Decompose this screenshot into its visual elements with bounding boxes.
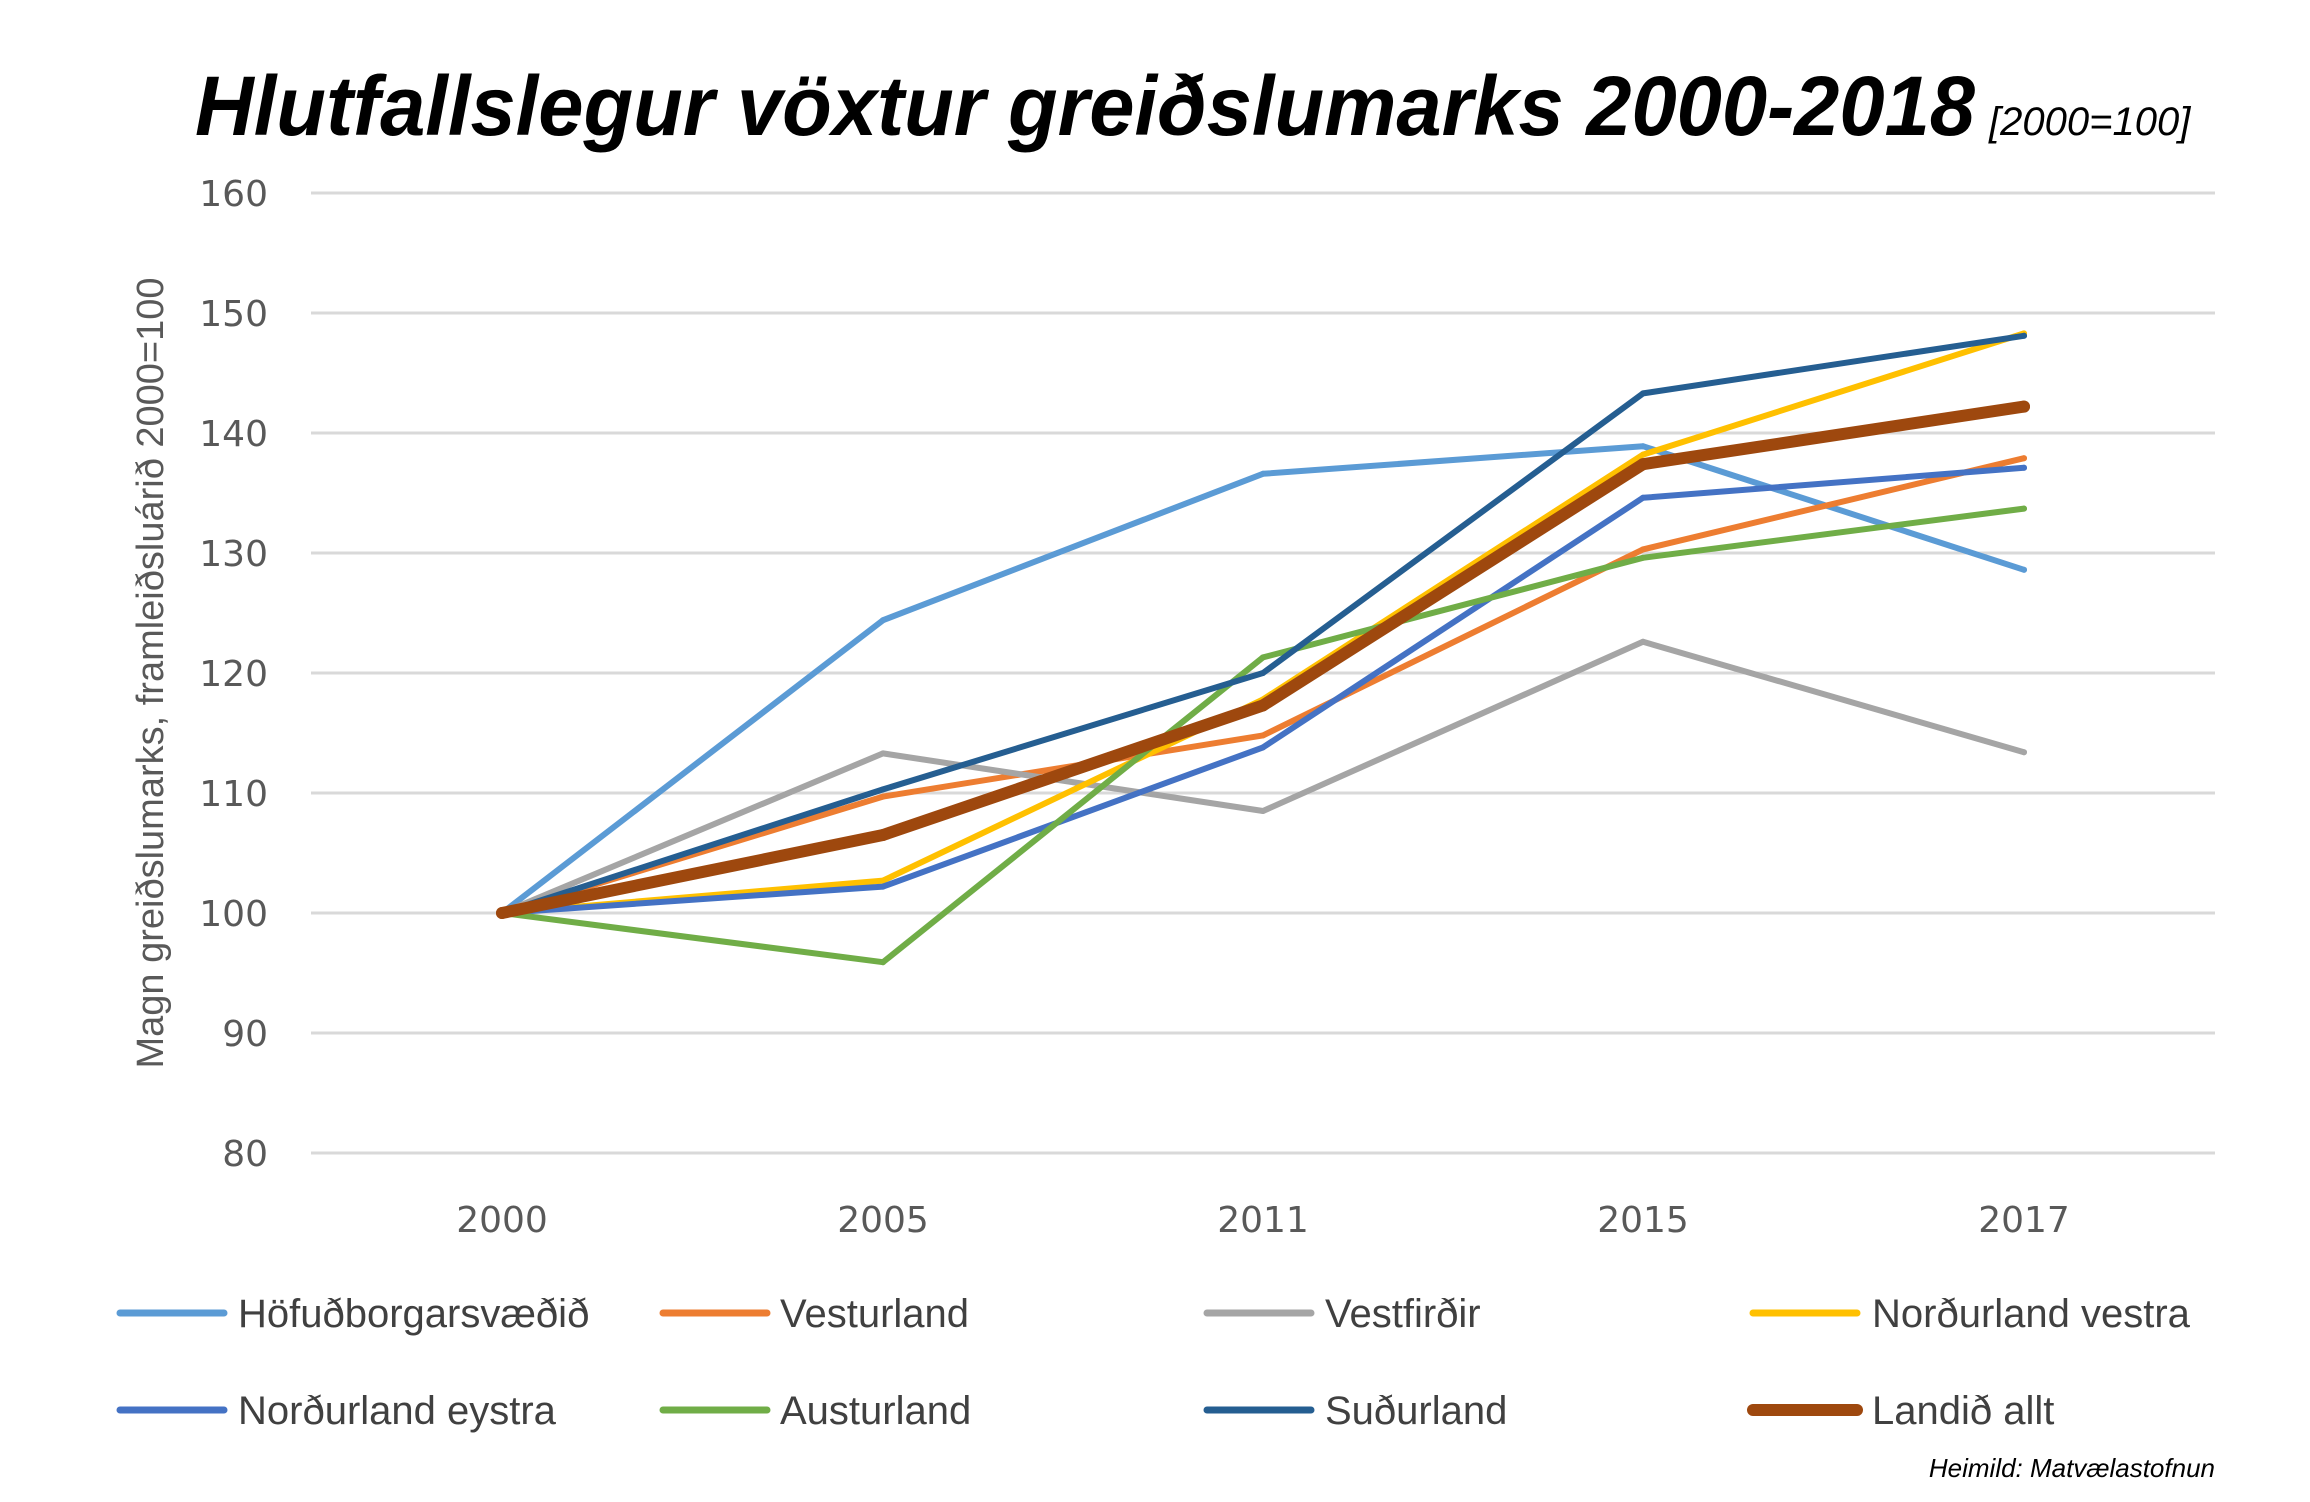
- y-tick-label: 140: [199, 414, 268, 455]
- data-point: [1640, 443, 1646, 450]
- y-tick-label: 120: [199, 654, 268, 695]
- chart-title-text: Hlutfallslegur vöxtur greiðslumarks 2000…: [195, 59, 1975, 153]
- data-point: [880, 786, 886, 793]
- x-tick-label: 2011: [1217, 1200, 1309, 1241]
- y-tick-label: 90: [222, 1014, 268, 1055]
- data-point: [1640, 451, 1646, 458]
- legend-label: Höfuðborgarsvæðið: [238, 1292, 589, 1336]
- legend-item: Suðurland: [1203, 1389, 1507, 1433]
- series-lines: [496, 330, 2030, 966]
- data-point: [2021, 464, 2027, 471]
- legend-label: Landið allt: [1872, 1389, 2054, 1433]
- y-tick-label: 150: [199, 294, 268, 335]
- x-tick-label: 2005: [837, 1200, 929, 1241]
- x-tick-label: 2015: [1597, 1200, 1689, 1241]
- legend-item: Vestfirðir: [1203, 1292, 1481, 1336]
- data-point: [880, 877, 886, 884]
- y-axis-title: Magn greiðslumarks, framleiðsluárið 2000…: [130, 277, 172, 1068]
- data-point: [2021, 749, 2027, 756]
- series-su-urland: [499, 332, 2027, 916]
- data-point: [1260, 654, 1266, 661]
- legend: Höfuðborgarsvæðið Vesturland Vestfirðir Nor…: [116, 1292, 2191, 1433]
- source-note: Heimild: Matvælastofnun: [1929, 1453, 2215, 1483]
- data-point: [1640, 494, 1646, 501]
- data-point: [2021, 332, 2027, 339]
- series-line: [499, 332, 2027, 916]
- data-point: [496, 907, 508, 919]
- data-point: [1640, 638, 1646, 645]
- data-point: [1260, 808, 1266, 814]
- x-tick-label: 2000: [456, 1200, 548, 1241]
- y-tick-label: 110: [199, 774, 268, 815]
- data-point: [880, 793, 886, 800]
- legend-item: Vesturland: [659, 1292, 969, 1336]
- data-point: [880, 617, 886, 624]
- chart-title: Hlutfallslegur vöxtur greiðslumarks 2000…: [195, 59, 2191, 153]
- series-nor-urland-vestra: [499, 330, 2027, 916]
- series-landi-allt: [496, 400, 2030, 919]
- data-point: [1260, 744, 1266, 751]
- legend-item: Austurland: [659, 1389, 971, 1433]
- data-point: [1260, 470, 1266, 477]
- data-point: [1257, 699, 1269, 712]
- data-point: [1640, 390, 1646, 397]
- data-point: [2021, 455, 2027, 462]
- data-point: [880, 959, 886, 966]
- data-point: [2018, 400, 2030, 413]
- legend-label: Suðurland: [1325, 1389, 1507, 1433]
- data-point: [1640, 554, 1646, 561]
- x-axis-ticks: 2000 2005 2011 2015 2017: [456, 1200, 2070, 1241]
- legend-item: Norðurland eystra: [116, 1389, 557, 1433]
- chart-subtitle: [2000=100]: [1988, 100, 2191, 144]
- legend-label: Vestfirðir: [1325, 1292, 1481, 1336]
- legend-label: Norðurland vestra: [1872, 1292, 2191, 1336]
- data-point: [2021, 505, 2027, 512]
- y-axis-ticks: 80 90 100 110 120 130 140 150 160: [199, 174, 268, 1175]
- data-point: [877, 829, 889, 841]
- y-tick-label: 160: [199, 174, 268, 215]
- data-point: [1640, 546, 1646, 553]
- y-tick-label: 80: [222, 1134, 268, 1175]
- series-line: [499, 330, 2027, 916]
- series-nor-urland-eystra: [499, 464, 2027, 916]
- data-point: [1260, 732, 1266, 739]
- data-point: [880, 750, 886, 757]
- data-point: [1260, 670, 1266, 676]
- y-tick-label: 100: [199, 894, 268, 935]
- data-point: [1637, 458, 1649, 471]
- legend-item: Landið allt: [1747, 1389, 2054, 1433]
- legend-item: Norðurland vestra: [1749, 1292, 2191, 1336]
- y-tick-label: 130: [199, 534, 268, 575]
- data-point: [880, 883, 886, 890]
- x-tick-label: 2017: [1978, 1200, 2070, 1241]
- legend-label: Vesturland: [780, 1292, 969, 1336]
- series-vestfir-ir: [499, 638, 2027, 916]
- data-point: [2021, 566, 2027, 573]
- legend-label: Norðurland eystra: [238, 1389, 557, 1433]
- legend-label: Austurland: [780, 1389, 971, 1433]
- legend-item: Höfuðborgarsvæðið: [116, 1292, 589, 1336]
